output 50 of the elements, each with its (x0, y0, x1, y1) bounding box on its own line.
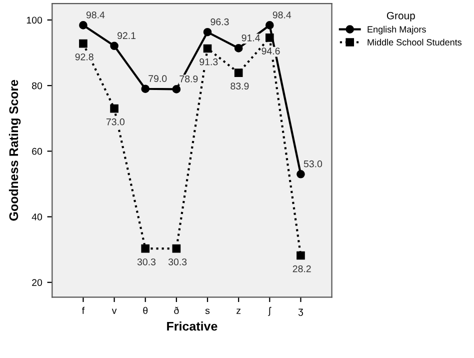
data-label: 98.4 (86, 11, 105, 18)
data-label: 79.0 (148, 75, 167, 82)
legend-title: Group (386, 12, 415, 22)
data-label: 30.3 (137, 258, 156, 266)
x-tick-label: v (112, 308, 117, 314)
x-tick-label: θ (143, 306, 148, 314)
y-tick-label: 100 (26, 16, 42, 24)
data-label: 53.0 (304, 160, 322, 168)
point (296, 170, 305, 178)
point (296, 251, 305, 260)
legend-label: Middle School Students (368, 38, 462, 46)
x-tick-label: ʃ (268, 306, 272, 316)
data-label: 96.3 (210, 18, 229, 26)
data-label: 30.3 (168, 258, 187, 266)
point (172, 244, 181, 253)
point (265, 21, 274, 30)
data-label: 91.4 (242, 34, 260, 42)
point (110, 104, 118, 113)
point (79, 21, 88, 30)
data-label: 98.4 (272, 11, 292, 18)
point (141, 84, 150, 94)
data-label: 28.2 (292, 265, 311, 272)
data-label: 78.9 (180, 75, 198, 82)
x-tick-label: z (236, 308, 241, 314)
x-tick-label: f (82, 306, 85, 314)
point (234, 68, 243, 77)
point (234, 44, 243, 52)
point (141, 244, 150, 253)
data-label: 92.8 (75, 53, 94, 60)
y-tick-label: 80 (32, 82, 42, 90)
point (265, 34, 274, 42)
x-tick-label: ð (174, 306, 179, 314)
x-tick-label: s (205, 308, 210, 314)
y-tick-label: 60 (32, 148, 42, 155)
point (79, 39, 88, 48)
point (203, 44, 212, 53)
point (203, 28, 212, 36)
data-label: 91.3 (200, 58, 218, 66)
y-tick-label: 40 (32, 214, 42, 220)
y-tick-label: 20 (32, 279, 42, 286)
point (110, 42, 118, 50)
y-axis-title: Goodness Rating Score (8, 80, 21, 221)
x-tick-label: ʒ (298, 308, 303, 316)
legend-label: English Majors (368, 26, 426, 34)
data-label: 73.0 (106, 118, 124, 126)
point (172, 85, 181, 94)
x-axis-title: Fricative (167, 321, 218, 331)
data-label: 94.6 (262, 48, 280, 54)
data-label: 92.1 (118, 32, 136, 40)
data-label: 83.9 (230, 82, 249, 90)
